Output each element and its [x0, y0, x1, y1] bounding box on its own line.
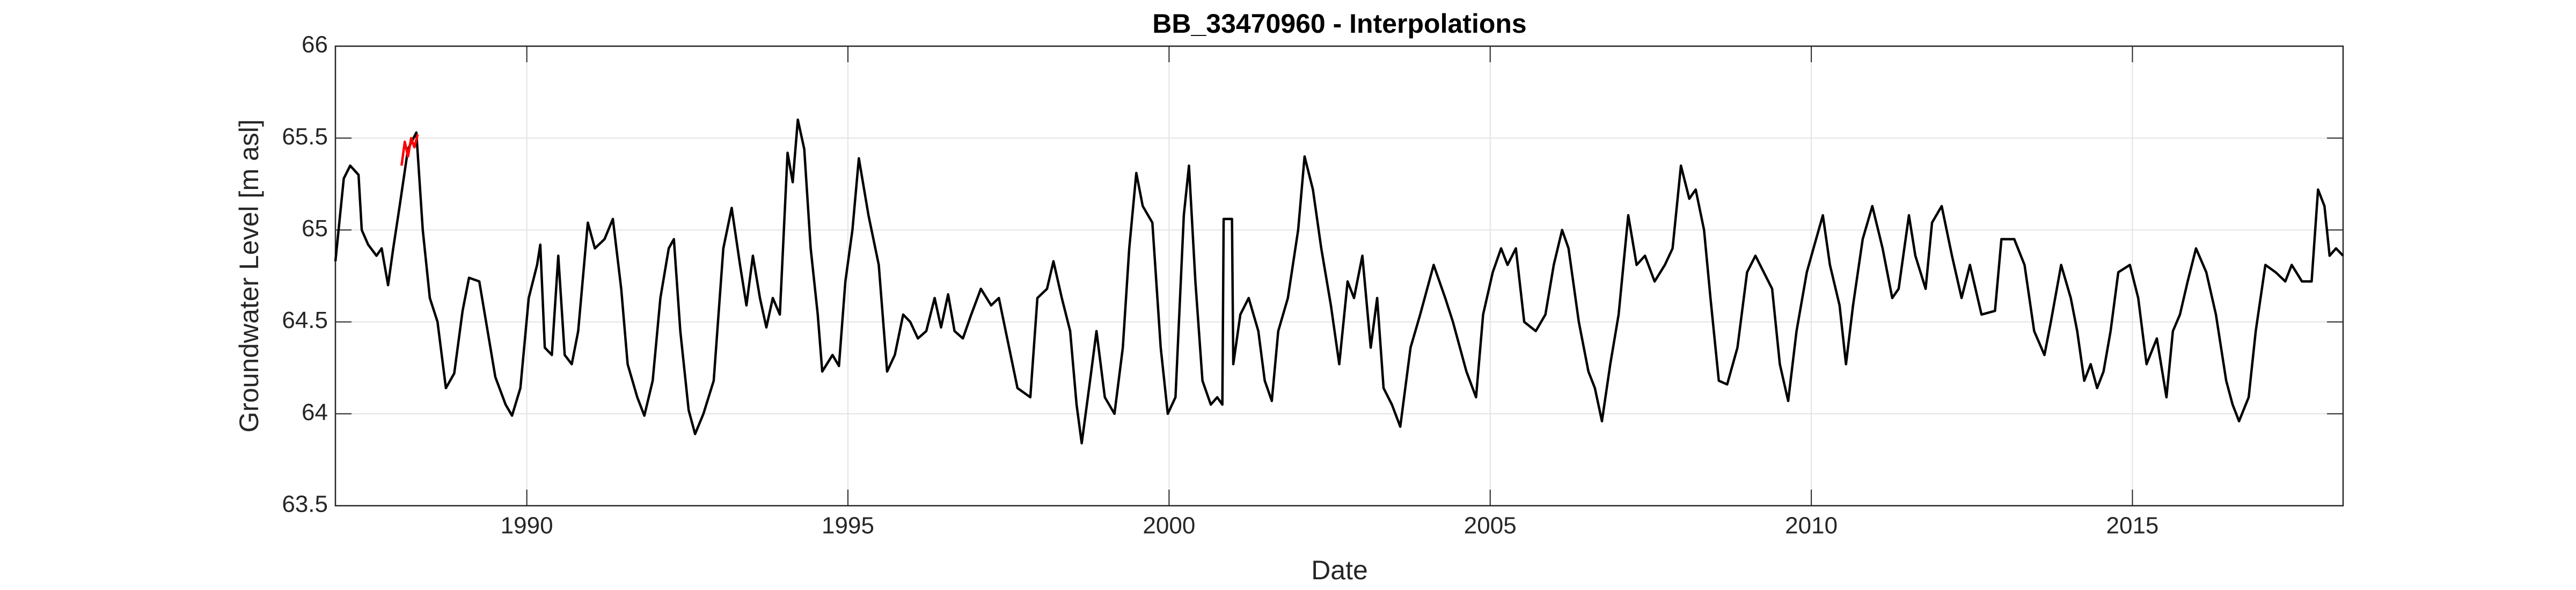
x-tick-label: 2015	[2106, 513, 2159, 539]
y-tick-label: 63.5	[282, 491, 328, 518]
y-tick-label: 65.5	[282, 123, 328, 150]
x-tick-label: 2010	[1785, 513, 1838, 539]
data-line	[400, 134, 419, 166]
data-line	[334, 118, 2344, 445]
plot-frame	[334, 45, 2344, 507]
y-tick-label: 66	[302, 32, 328, 58]
chart-title: BB_33470960 - Interpolations	[1152, 9, 1527, 39]
x-tick-label: 1995	[822, 513, 874, 539]
y-axis-label: Groundwater Level [m asl]	[234, 119, 264, 433]
y-tick-label: 65	[302, 215, 328, 242]
y-tick-label: 64	[302, 399, 328, 425]
plot-area	[335, 46, 2343, 506]
x-axis-label: Date	[1311, 555, 1368, 585]
x-tick-label: 1990	[501, 513, 553, 539]
x-tick-label: 2005	[1464, 513, 1517, 539]
y-tick-label: 64.5	[282, 307, 328, 333]
x-tick-label: 2000	[1143, 513, 1195, 539]
